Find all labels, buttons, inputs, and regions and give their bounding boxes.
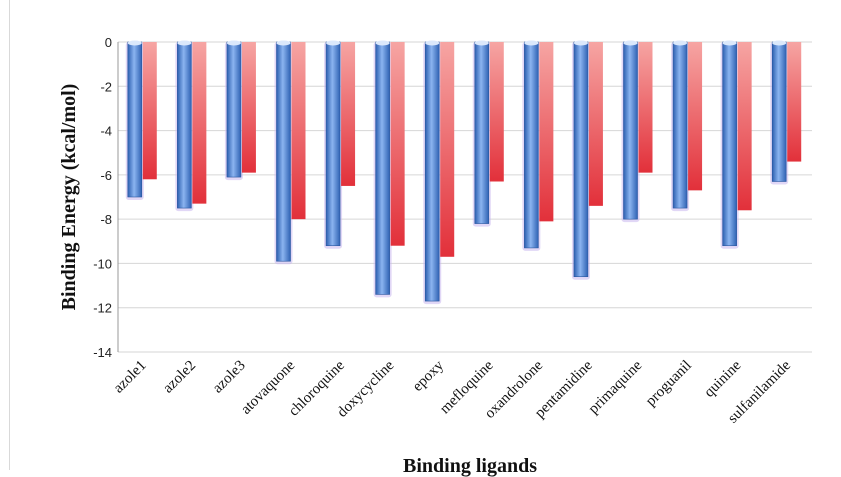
y-tick-label: -10 [93,256,112,271]
bar-series-2 [489,42,504,182]
bars [125,40,802,305]
bar-series-2 [241,42,256,173]
bar-series-1 [226,41,242,178]
x-category-label: azole2 [160,358,199,397]
x-category-label: azole3 [210,358,249,397]
y-axis-title: Binding Energy (kcal/mol) [58,84,80,311]
bar-series-1 [722,41,737,247]
bar-top-cap [474,40,489,46]
y-tick-label: -6 [100,168,112,183]
bar-series-2 [638,42,653,173]
bar-series-2 [390,42,405,246]
bar-top-cap [226,40,241,46]
bar-series-2 [539,42,554,222]
y-axis-ticks: 0 -2 -4 -6 -8 -10 -12 -14 [93,35,112,360]
y-tick-label: -12 [93,301,112,316]
bar-series-1 [672,41,688,209]
bar-series-1 [573,41,589,278]
bar-series-1 [424,41,440,302]
bar-series-2 [440,42,455,257]
bar-series-1 [177,41,192,209]
bar-series-2 [192,42,207,204]
bar-series-2 [737,42,752,211]
bar-series-2 [787,42,802,162]
bar-top-cap [276,40,291,46]
bar-top-cap [326,40,341,46]
bar-top-cap [722,40,737,46]
y-tick-label: -4 [100,124,112,139]
bar-top-cap [177,40,192,46]
bar-top-cap [524,40,539,46]
bar-top-cap [573,40,588,46]
bar-top-cap [127,40,142,46]
y-tick-label: 0 [105,35,112,50]
bar-series-1 [524,41,539,249]
bar-series-1 [127,41,143,198]
bar-series-1 [276,41,291,262]
y-tick-label: -8 [100,212,112,227]
bar-series-1 [623,41,638,220]
left-border-line [9,0,10,470]
bar-series-1 [771,41,787,182]
bar-series-1 [375,41,390,295]
x-category-label: proguanil [643,358,695,410]
y-tick-label: -14 [93,345,112,360]
x-category-label: azole1 [111,358,150,397]
bar-series-2 [688,42,703,191]
x-category-label: epoxy [410,357,448,395]
bar-top-cap [673,40,688,46]
y-tick-label: -2 [100,79,112,94]
bar-series-2 [588,42,603,206]
bar-series-1 [474,41,490,224]
bar-series-2 [341,42,356,186]
x-category-label: quinine [701,357,744,400]
bar-top-cap [375,40,390,46]
bar-series-1 [325,41,341,247]
x-axis-category-labels: azole1 azole2 azole3atovaquonechloroquined… [111,357,795,426]
bar-top-cap [772,40,787,46]
bar-series-2 [291,42,306,220]
x-axis-title: Binding ligands [403,455,537,477]
bar-top-cap [425,40,440,46]
x-category-label: primaquine [586,357,646,417]
bar-series-2 [142,42,157,180]
bar-top-cap [623,40,638,46]
gridlines [117,41,812,353]
